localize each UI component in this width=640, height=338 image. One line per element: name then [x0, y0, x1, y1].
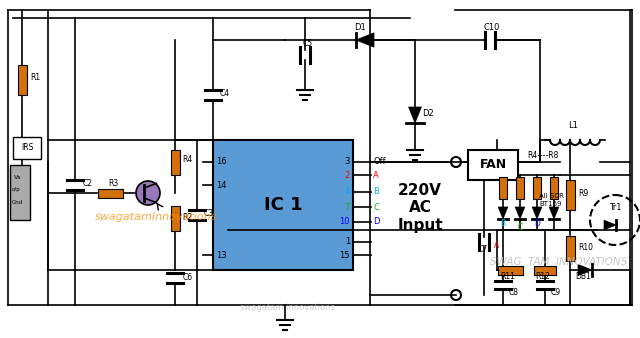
Polygon shape	[549, 207, 559, 219]
Text: C: C	[373, 202, 379, 212]
Text: B: B	[373, 188, 379, 196]
Bar	[534, 266, 556, 274]
Text: 4: 4	[345, 188, 350, 196]
Text: FAN: FAN	[479, 159, 507, 171]
Text: R9: R9	[578, 189, 588, 197]
Text: R4----R8: R4----R8	[527, 150, 558, 160]
Text: 3: 3	[344, 158, 350, 167]
Bar	[170, 206, 179, 231]
Text: swagatamInnovations: swagatamInnovations	[95, 212, 218, 222]
Polygon shape	[532, 207, 542, 219]
Text: IC 1: IC 1	[264, 196, 302, 214]
Bar	[550, 177, 558, 199]
Text: 10: 10	[339, 217, 350, 226]
Text: Tr1: Tr1	[609, 203, 621, 213]
Text: 220V
AC
Input: 220V AC Input	[397, 183, 443, 233]
Text: R4: R4	[182, 155, 192, 165]
Text: DB1: DB1	[575, 272, 591, 281]
Text: R2: R2	[182, 214, 192, 222]
Polygon shape	[515, 207, 525, 219]
Bar	[566, 236, 575, 261]
Polygon shape	[604, 220, 616, 230]
Text: o/p: o/p	[12, 187, 20, 192]
Bar	[497, 266, 522, 274]
Text: 7: 7	[344, 202, 350, 212]
Text: R12: R12	[536, 272, 550, 281]
Text: 2: 2	[345, 170, 350, 179]
Bar	[499, 177, 507, 199]
Polygon shape	[356, 33, 374, 47]
Text: D: D	[373, 217, 380, 226]
Text: R1: R1	[30, 73, 40, 82]
Bar	[10, 165, 30, 220]
Text: C5: C5	[303, 39, 313, 48]
Text: 14: 14	[216, 180, 227, 190]
Text: R3: R3	[108, 178, 118, 188]
Text: R11: R11	[500, 272, 515, 281]
Text: C4: C4	[220, 89, 230, 97]
Bar	[213, 140, 353, 270]
Text: D1: D1	[354, 23, 366, 32]
Polygon shape	[578, 264, 592, 275]
Text: D2: D2	[422, 108, 434, 118]
Text: C10: C10	[484, 24, 500, 32]
Polygon shape	[498, 207, 508, 219]
Text: All SCR
BT169: All SCR BT169	[539, 193, 564, 207]
Text: 16: 16	[216, 158, 227, 167]
Text: C2: C2	[83, 178, 93, 188]
Text: 13: 13	[216, 250, 227, 260]
Text: C7: C7	[478, 245, 488, 254]
Text: C8: C8	[509, 288, 519, 297]
Text: C9: C9	[551, 288, 561, 297]
Text: IRS: IRS	[21, 144, 33, 152]
Text: C6: C6	[183, 273, 193, 283]
Text: R10: R10	[578, 243, 593, 252]
Text: D: D	[534, 219, 540, 228]
Bar	[516, 177, 524, 199]
Text: swagatam innovations: swagatam innovations	[240, 303, 335, 312]
Bar	[97, 189, 122, 197]
Polygon shape	[408, 107, 421, 123]
Text: Vs: Vs	[14, 175, 22, 180]
Bar	[566, 180, 575, 210]
Bar	[170, 149, 179, 174]
Text: Gnd: Gnd	[12, 200, 23, 205]
Bar	[13, 137, 41, 159]
Bar	[533, 177, 541, 199]
Text: B: B	[500, 219, 506, 228]
Text: 15: 15	[339, 250, 350, 260]
Text: C: C	[517, 223, 523, 233]
Circle shape	[136, 181, 160, 205]
Text: L1: L1	[568, 121, 578, 130]
Bar	[468, 150, 518, 180]
Text: Off: Off	[373, 158, 386, 167]
Text: C3: C3	[204, 209, 214, 217]
Bar	[17, 65, 26, 95]
Text: A: A	[373, 170, 379, 179]
Text: A: A	[494, 241, 500, 249]
Text: SWAG  TAM  INNOVATIONS: SWAG TAM INNOVATIONS	[490, 257, 627, 267]
Text: 1: 1	[345, 238, 350, 246]
